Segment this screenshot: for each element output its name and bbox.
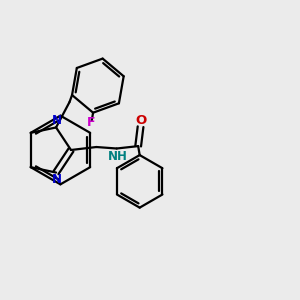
Text: N: N [52, 114, 62, 128]
Text: O: O [136, 114, 147, 127]
Text: N: N [52, 172, 62, 186]
Text: F: F [87, 116, 95, 130]
Text: NH: NH [108, 150, 128, 164]
